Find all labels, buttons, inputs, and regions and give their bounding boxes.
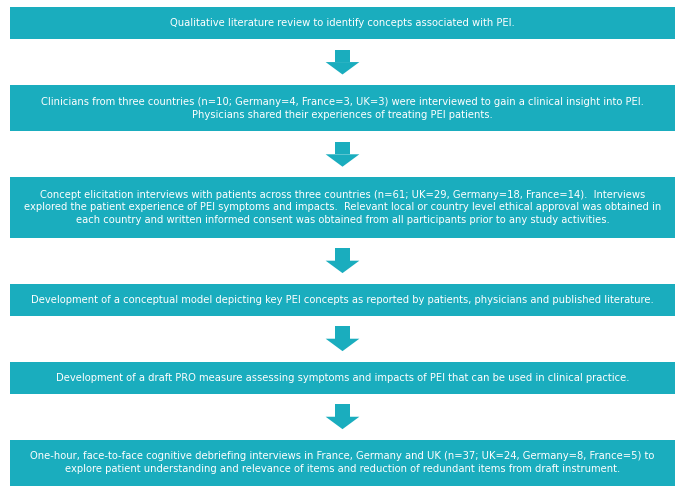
- Text: Clinicians from three countries (n=10; Germany=4, France=3, UK=3) were interview: Clinicians from three countries (n=10; G…: [41, 97, 644, 120]
- Bar: [10, 7, 675, 39]
- Bar: [10, 440, 675, 486]
- Text: Development of a draft PRO measure assessing symptoms and impacts of PEI that ca: Development of a draft PRO measure asses…: [55, 373, 630, 383]
- Polygon shape: [325, 154, 360, 167]
- Text: Qualitative literature review to identify concepts associated with PEI.: Qualitative literature review to identif…: [170, 18, 515, 28]
- Bar: [334, 326, 351, 339]
- Bar: [334, 248, 351, 261]
- Polygon shape: [325, 339, 360, 351]
- Bar: [10, 85, 675, 131]
- Text: Development of a conceptual model depicting key PEI concepts as reported by pati: Development of a conceptual model depict…: [31, 295, 654, 305]
- Bar: [10, 284, 675, 316]
- Bar: [10, 177, 675, 238]
- Text: One-hour, face-to-face cognitive debriefing interviews in France, Germany and UK: One-hour, face-to-face cognitive debrief…: [30, 452, 655, 474]
- Bar: [334, 142, 351, 154]
- Polygon shape: [325, 261, 360, 273]
- Bar: [10, 362, 675, 394]
- Bar: [334, 404, 351, 417]
- Text: Concept elicitation interviews with patients across three countries (n=61; UK=29: Concept elicitation interviews with pati…: [24, 190, 661, 225]
- Polygon shape: [325, 417, 360, 429]
- Polygon shape: [325, 62, 360, 74]
- Bar: [334, 50, 351, 62]
